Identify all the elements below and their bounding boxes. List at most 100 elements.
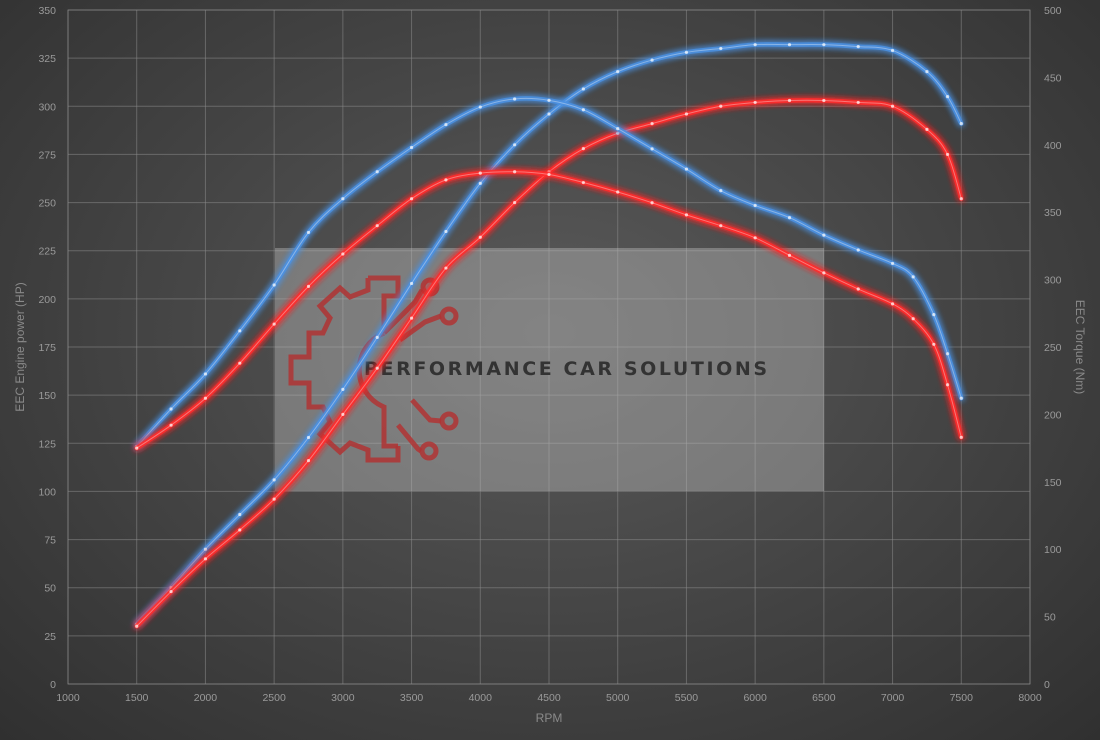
series-point xyxy=(272,478,276,482)
series-point xyxy=(513,143,517,147)
plot-frame xyxy=(67,9,1031,685)
series-point xyxy=(341,252,345,256)
series-point xyxy=(959,435,963,439)
y-left-tick-label: 250 xyxy=(38,198,56,210)
series-point xyxy=(753,100,757,105)
series-point xyxy=(959,197,963,201)
y-right-tick-label: 350 xyxy=(1044,207,1062,219)
series-point xyxy=(945,95,950,99)
y-right-tick-label: 450 xyxy=(1044,72,1062,84)
series-point xyxy=(787,98,792,103)
series-point xyxy=(856,248,860,252)
y-left-tick-label: 275 xyxy=(38,149,56,161)
series-point xyxy=(478,181,482,185)
y-left-tick-label: 200 xyxy=(38,294,56,306)
series-point xyxy=(684,50,689,54)
series-point xyxy=(375,170,379,174)
x-tick-label: 2000 xyxy=(194,692,218,704)
y-right-tick-label: 400 xyxy=(1044,140,1062,152)
y-right-tick-label: 100 xyxy=(1044,544,1062,556)
y-right-tick-label: 500 xyxy=(1044,5,1062,17)
series-point xyxy=(444,178,448,182)
series-point xyxy=(719,224,723,228)
series-point xyxy=(444,266,448,270)
watermark-text: PERFORMANCE CAR SOLUTIONS xyxy=(364,358,770,380)
series-point xyxy=(375,366,379,370)
y-left-tick-label: 50 xyxy=(44,583,56,595)
series-point xyxy=(581,87,585,91)
gear-circuit-icon xyxy=(288,275,459,463)
series-point xyxy=(203,372,208,376)
y-left-tick-label: 350 xyxy=(38,5,56,17)
series-layer xyxy=(134,42,964,629)
series-point xyxy=(932,313,936,317)
series-point xyxy=(444,122,448,127)
series-point xyxy=(650,201,654,205)
series-point xyxy=(822,43,826,47)
series-point xyxy=(890,48,895,53)
x-tick-label: 5500 xyxy=(675,692,699,704)
series-point xyxy=(375,335,379,339)
series-point xyxy=(272,322,276,326)
series-point xyxy=(616,190,620,194)
series-point xyxy=(547,112,551,116)
y-right-tick-label: 50 xyxy=(1044,612,1056,624)
series-point xyxy=(753,43,757,47)
series-point xyxy=(890,104,895,108)
series-line-highlight xyxy=(136,99,962,627)
series-point xyxy=(513,170,517,174)
series-point xyxy=(684,213,689,217)
series-point xyxy=(272,497,276,501)
series-point xyxy=(478,235,482,239)
series-point xyxy=(341,197,345,201)
series-point xyxy=(822,98,826,103)
series-point xyxy=(409,145,414,150)
series-point xyxy=(787,43,792,47)
series-point xyxy=(238,329,242,333)
x-tick-label: 7500 xyxy=(950,692,974,704)
series-point xyxy=(341,412,345,416)
series-point xyxy=(169,423,173,427)
series-point xyxy=(306,435,311,440)
series-line xyxy=(134,98,964,629)
y-right-tick-label: 200 xyxy=(1044,409,1062,421)
series-point xyxy=(409,197,414,201)
x-tick-label: 8000 xyxy=(1018,692,1042,704)
y-left-tick-label: 225 xyxy=(38,246,56,258)
x-axis-label: RPM xyxy=(536,711,563,725)
y-left-tick-label: 25 xyxy=(44,631,56,643)
series-point xyxy=(650,147,654,151)
series-point xyxy=(203,557,208,561)
y-axis-left-label: EEC Engine power (HP) xyxy=(13,282,27,411)
y-left-tick-label: 325 xyxy=(38,53,56,65)
y-left-tick-label: 150 xyxy=(38,390,56,402)
series-point xyxy=(306,459,311,463)
series-point xyxy=(719,104,723,108)
series-point xyxy=(409,281,414,286)
series-point xyxy=(306,284,311,288)
series-point xyxy=(203,396,208,400)
x-tick-label: 3000 xyxy=(331,692,355,704)
series-point xyxy=(822,233,826,237)
series-point xyxy=(616,131,620,135)
y-right-tick-label: 300 xyxy=(1044,275,1062,287)
series-point xyxy=(478,105,482,109)
series-point xyxy=(650,122,654,126)
series-point xyxy=(822,271,826,275)
y-left-tick-label: 0 xyxy=(50,679,56,691)
tick-labels: 1000 1500 2000 2500 3000 3500 4000 4500 5000 5500… xyxy=(38,5,1061,704)
series-point xyxy=(444,229,448,234)
x-tick-label: 7000 xyxy=(881,692,905,704)
x-tick-label: 4000 xyxy=(469,692,493,704)
series-point xyxy=(719,46,723,51)
series-line xyxy=(134,42,964,627)
series-point xyxy=(945,383,950,387)
series-point xyxy=(478,171,482,175)
series-point xyxy=(753,203,757,208)
series-point xyxy=(169,407,173,411)
series-point xyxy=(238,528,242,532)
y-left-tick-label: 100 xyxy=(38,486,56,498)
y-right-tick-label: 0 xyxy=(1044,679,1050,691)
series-point xyxy=(787,215,792,220)
